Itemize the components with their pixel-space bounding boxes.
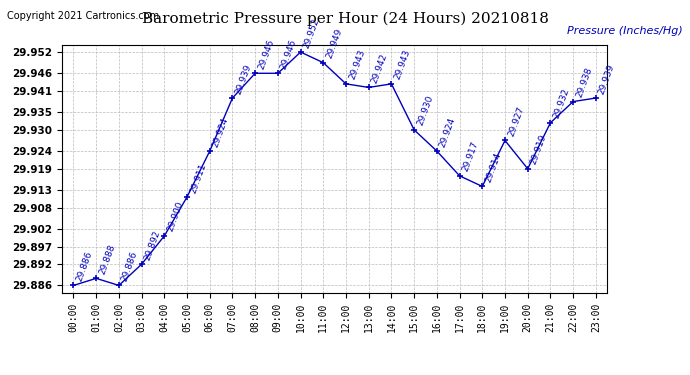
Text: 29.919: 29.919 [529, 133, 549, 166]
Text: 29.888: 29.888 [97, 243, 117, 276]
Text: 29.927: 29.927 [506, 105, 526, 138]
Text: 29.924: 29.924 [438, 116, 457, 148]
Text: 29.911: 29.911 [188, 162, 208, 194]
Text: 29.914: 29.914 [484, 151, 503, 184]
Text: Copyright 2021 Cartronics.com: Copyright 2021 Cartronics.com [7, 11, 159, 21]
Text: 29.943: 29.943 [347, 48, 366, 81]
Text: Pressure (Inches/Hg): Pressure (Inches/Hg) [567, 26, 683, 36]
Text: 29.886: 29.886 [120, 250, 139, 283]
Text: 29.939: 29.939 [598, 63, 616, 95]
Text: 29.942: 29.942 [370, 52, 389, 85]
Text: 29.946: 29.946 [279, 38, 299, 70]
Text: 29.917: 29.917 [461, 140, 480, 173]
Text: 29.938: 29.938 [575, 66, 594, 99]
Text: 29.946: 29.946 [257, 38, 276, 70]
Text: Barometric Pressure per Hour (24 Hours) 20210818: Barometric Pressure per Hour (24 Hours) … [141, 11, 549, 26]
Text: 29.900: 29.900 [166, 201, 185, 233]
Text: 29.892: 29.892 [143, 229, 162, 261]
Text: 29.932: 29.932 [552, 87, 571, 120]
Text: 29.924: 29.924 [211, 116, 230, 148]
Text: 29.930: 29.930 [415, 94, 435, 127]
Text: 29.952: 29.952 [302, 17, 321, 49]
Text: 29.939: 29.939 [234, 63, 253, 95]
Text: 29.886: 29.886 [75, 250, 94, 283]
Text: 29.949: 29.949 [325, 27, 344, 60]
Text: 29.943: 29.943 [393, 48, 412, 81]
